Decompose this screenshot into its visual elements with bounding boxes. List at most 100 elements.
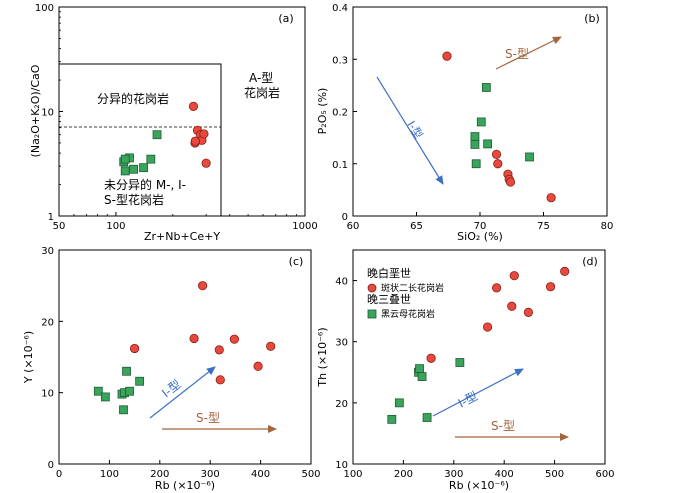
- late-cretaceous-point: [491, 149, 502, 159]
- x-tick-label: 70: [474, 221, 487, 232]
- late-cretaceous-point: [214, 345, 224, 355]
- late-triassic-point: [387, 414, 397, 424]
- panel-d-x-ticks: 100 200 300 400 500 600: [343, 460, 615, 480]
- x-tick-label: 80: [601, 221, 614, 232]
- panel-c-xlabel: Rb (×10⁻⁶): [155, 479, 215, 492]
- x-tick-label: 300: [201, 469, 220, 480]
- late-triassic-point: [122, 366, 131, 376]
- i-type-label: I-型: [456, 389, 480, 411]
- y-tick-label: 0: [342, 212, 348, 223]
- x-tick-label: 65: [410, 221, 423, 232]
- late-triassic-point: [422, 413, 432, 422]
- panel-a-x-ticks: 50 100 1000: [53, 212, 318, 232]
- late-cretaceous-point: [188, 101, 199, 111]
- late-triassic-point: [455, 358, 465, 367]
- panel-b: 60 65 70 75 80 0 0.1 0.2 0.3 0.4 I-型 S-型 (b) SiO…: [316, 3, 613, 243]
- x-tick-label: 400: [251, 469, 270, 480]
- x-tick-label: 100: [106, 221, 125, 232]
- panel-a-points: [119, 101, 211, 176]
- y-tick-label: 1: [48, 212, 54, 223]
- s-type-label: S-型: [491, 419, 515, 433]
- late-triassic-point: [129, 164, 138, 174]
- y-tick-label: 40: [335, 277, 348, 288]
- panel-a-y-ticks: 1 10 100: [35, 3, 63, 223]
- late-triassic-point: [125, 386, 134, 396]
- x-tick-label: 60: [347, 221, 360, 232]
- i-type-arrow: [149, 366, 216, 419]
- late-cretaceous-point: [505, 177, 516, 187]
- late-triassic-point: [483, 139, 493, 149]
- legend-square-marker: [367, 309, 377, 319]
- y-tick-label: 30: [41, 246, 54, 257]
- legend-circle-marker: [367, 283, 377, 293]
- late-triassic-point: [394, 398, 404, 408]
- late-triassic-point: [470, 132, 480, 141]
- panel-b-label: (b): [584, 12, 600, 25]
- panel-d-frame: [352, 249, 606, 465]
- panel-b-frame: [352, 6, 608, 217]
- panel-b-y-ticks: 0 0.1 0.2 0.3 0.4: [332, 3, 357, 223]
- s-type-label: S-型: [505, 47, 529, 61]
- late-triassic-point: [415, 364, 424, 374]
- panel-d-xlabel: Rb (×10⁻⁶): [449, 479, 509, 492]
- panel-d-y-ticks: 10 20 30 40: [335, 277, 357, 471]
- late-cretaceous-point: [546, 193, 556, 203]
- late-cretaceous-point: [509, 271, 519, 281]
- x-tick-label: 600: [595, 469, 614, 480]
- late-cretaceous-point: [215, 375, 225, 385]
- y-tick-label: 20: [41, 317, 54, 328]
- late-cretaceous-point: [199, 129, 209, 139]
- panel-a-ylabel: (Na₂O+K₂O)/CaO: [29, 64, 42, 157]
- y-tick-label: 30: [335, 338, 348, 349]
- panel-a: 50 100 1000 1 10 100 分异的花岗岩 未分异的 M-, I- S-型花…: [29, 3, 318, 243]
- late-cretaceous-point: [545, 282, 556, 292]
- s-type-arrow: [495, 36, 562, 70]
- late-triassic-point: [476, 117, 486, 127]
- x-tick-label: 100: [100, 469, 119, 480]
- panel-a-label: (a): [278, 12, 293, 25]
- x-tick-label: 0: [56, 469, 62, 480]
- late-cretaceous-point: [130, 343, 140, 354]
- panel-a-xlabel: Zr+Nb+Ce+Y: [144, 230, 220, 243]
- late-cretaceous-point: [190, 136, 200, 146]
- late-cretaceous-point: [229, 334, 239, 344]
- late-triassic-point: [119, 405, 128, 415]
- late-cretaceous-point: [507, 301, 517, 311]
- x-tick-label: 400: [495, 469, 514, 480]
- x-tick-label: 100: [343, 469, 362, 480]
- late-triassic-point: [470, 140, 480, 149]
- label-unfractionated-2: S-型花岗岩: [104, 192, 164, 207]
- panel-d-ylabel: Th (×10⁻⁶): [316, 327, 329, 387]
- y-tick-label: 0.3: [332, 55, 348, 66]
- late-cretaceous-point: [493, 159, 503, 169]
- label-a-type-2: 花岗岩: [244, 85, 280, 100]
- x-tick-label: 500: [545, 469, 564, 480]
- late-cretaceous-point: [523, 307, 533, 317]
- late-cretaceous-point: [189, 333, 199, 344]
- panel-c: 0 100 200 300 400 500 0 10 20 30 I-型 S-型 (c) Rb …: [22, 246, 321, 492]
- i-type-arrow: [432, 368, 524, 417]
- late-triassic-point: [417, 372, 427, 381]
- a-type-boundary: [59, 63, 222, 216]
- late-triassic-point: [481, 83, 491, 92]
- late-triassic-point: [135, 376, 145, 386]
- panel-c-frame: [58, 249, 312, 465]
- i-type-arrow: [376, 76, 444, 185]
- legend-group1-item: 斑状二长花岗岩: [381, 282, 444, 294]
- panel-c-x-ticks: 0 100 200 300 400 500: [56, 460, 321, 480]
- late-triassic-point: [120, 154, 130, 164]
- legend: 晚白垩世 斑状二长花岗岩 晚三叠世 黑云母花岗岩: [367, 266, 444, 320]
- y-tick-label: 0: [48, 460, 54, 471]
- panel-b-xlabel: SiO₂ (%): [457, 230, 503, 243]
- y-tick-label: 10: [41, 389, 54, 400]
- late-triassic-point: [139, 163, 148, 173]
- y-tick-label: 10: [335, 460, 348, 471]
- x-tick-label: 500: [301, 469, 320, 480]
- i-type-label: I-型: [404, 118, 426, 141]
- late-triassic-point: [525, 152, 534, 162]
- late-cretaceous-point: [560, 266, 570, 276]
- late-cretaceous-point: [253, 361, 263, 371]
- s-type-label: S-型: [196, 411, 220, 425]
- late-cretaceous-point: [442, 51, 452, 61]
